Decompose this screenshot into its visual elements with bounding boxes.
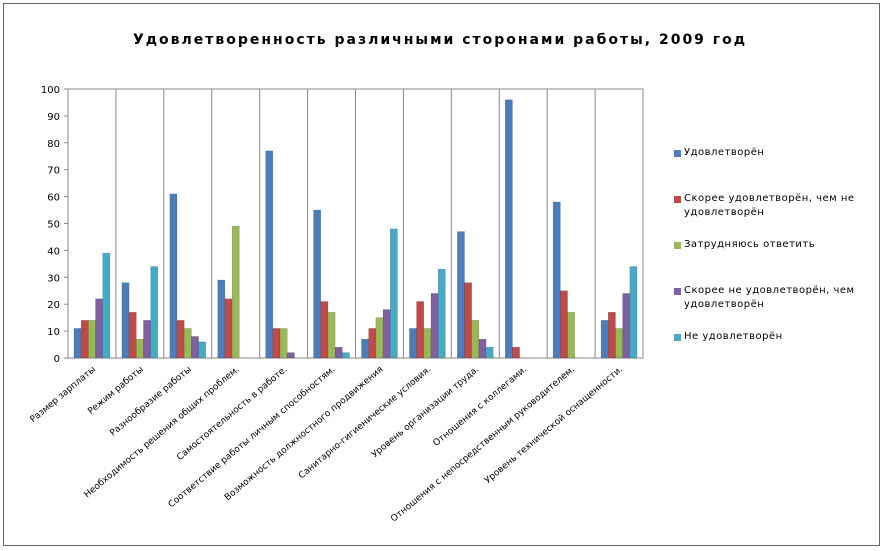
legend-label: Не удовлетворён — [684, 331, 783, 342]
bar — [272, 328, 281, 359]
legend-swatch — [674, 242, 681, 249]
y-tick-label: 10 — [47, 327, 60, 338]
y-tick-label: 40 — [47, 246, 60, 257]
bar — [183, 328, 192, 359]
bar — [150, 266, 159, 359]
bar — [342, 352, 350, 359]
bar — [437, 268, 446, 359]
bar — [457, 231, 465, 359]
bar — [567, 312, 575, 359]
y-tick-label: 80 — [47, 139, 60, 150]
bar — [560, 290, 568, 359]
y-tick-label: 100 — [41, 85, 60, 96]
bar — [423, 328, 432, 359]
bar — [121, 282, 130, 359]
legend-label: Скорее удовлетворён, чем не удовлетворён — [684, 193, 855, 218]
bar — [320, 301, 329, 359]
x-tick-label: Соответствие работы личным способностям. — [167, 365, 338, 510]
bar — [361, 338, 369, 359]
bar — [416, 301, 425, 359]
legend-swatch — [674, 334, 681, 341]
bar — [608, 312, 616, 359]
bar — [430, 293, 439, 359]
bar — [629, 266, 638, 359]
legend-swatch — [674, 196, 681, 203]
y-tick-label: 70 — [47, 166, 60, 177]
bar — [95, 298, 103, 359]
legend-swatch — [674, 288, 681, 295]
bar — [265, 150, 274, 359]
bar — [327, 312, 336, 359]
bar — [389, 228, 398, 359]
bar — [368, 328, 377, 359]
bar — [224, 298, 233, 359]
bar — [169, 193, 178, 359]
bar — [73, 328, 82, 359]
bar — [382, 309, 391, 359]
bar — [176, 320, 185, 359]
x-tick-label: Размер зарплаты — [29, 365, 98, 425]
legend-label: Затрудняюсь ответить — [684, 239, 816, 250]
chart-frame — [3, 3, 880, 546]
x-tick-label: Отношения с коллегами. — [432, 365, 530, 449]
bar — [88, 320, 96, 359]
y-tick-label: 50 — [47, 220, 60, 231]
bar — [478, 338, 487, 359]
x-tick-label: Отношения с непосредственным руководител… — [389, 365, 577, 525]
bar — [313, 209, 322, 359]
bar — [375, 317, 384, 359]
bar — [512, 346, 520, 359]
y-tick-label: 90 — [47, 112, 60, 123]
bar — [217, 279, 226, 359]
chart-title: Удовлетворенность различными сторонами р… — [133, 32, 747, 48]
bar — [136, 338, 144, 359]
bar — [485, 346, 494, 359]
bar — [409, 328, 417, 359]
bar — [334, 346, 343, 359]
x-tick-label: Разнообразие работы — [108, 365, 193, 439]
bar — [504, 99, 513, 359]
legend-label: Удовлетворён — [684, 147, 765, 158]
legend-swatch — [674, 150, 681, 157]
bar — [622, 293, 631, 359]
y-tick-label: 60 — [47, 193, 60, 204]
bar — [80, 320, 89, 359]
bar — [143, 320, 151, 359]
bar — [231, 225, 240, 359]
bar — [286, 352, 295, 359]
bar — [279, 328, 288, 359]
bar — [600, 320, 609, 359]
y-tick-label: 30 — [47, 273, 60, 284]
bar — [464, 282, 472, 359]
bar — [471, 320, 480, 359]
bar — [102, 252, 111, 359]
bar — [191, 336, 199, 359]
legend-label: Скорее не удовлетворён, чем удовлетворён — [684, 285, 855, 310]
bar — [128, 312, 137, 359]
bar — [615, 328, 623, 359]
y-tick-label: 0 — [54, 354, 60, 365]
bar — [552, 201, 561, 359]
bar — [198, 341, 207, 359]
y-tick-label: 20 — [47, 300, 60, 311]
